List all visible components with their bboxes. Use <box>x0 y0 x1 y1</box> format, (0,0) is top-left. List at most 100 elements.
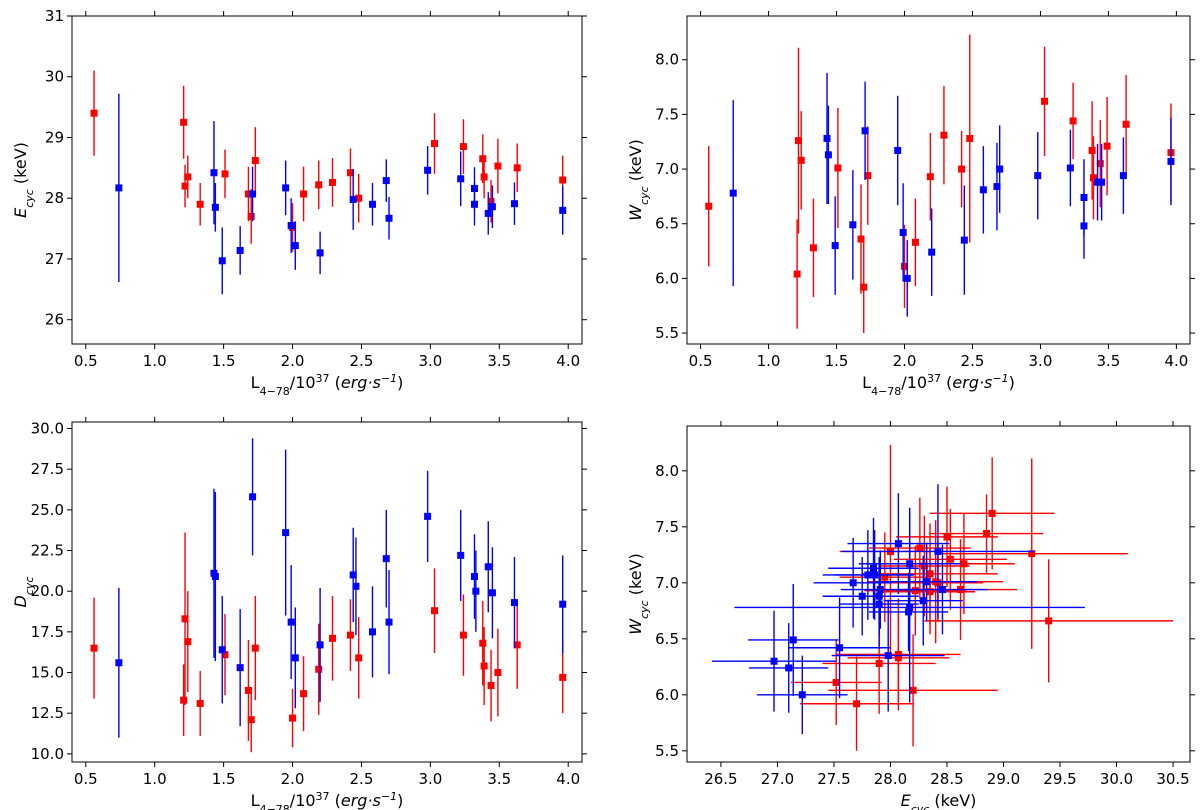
x-tick-label: 3.0 <box>418 770 442 788</box>
data-point <box>479 639 487 647</box>
y-tick-label: 30 <box>45 68 64 86</box>
y-tick-label: 7.0 <box>655 574 679 592</box>
y-tick-label: 8.0 <box>655 51 679 69</box>
data-point <box>510 599 518 607</box>
data-point <box>834 164 842 172</box>
x-tick-label: 27.5 <box>817 770 850 788</box>
data-point <box>870 564 878 572</box>
data-point <box>382 555 390 563</box>
y-tick-label: 6.5 <box>655 630 679 648</box>
data-point <box>966 134 974 142</box>
x-tick-label: 1.5 <box>825 352 849 370</box>
y-tick-label: 7.0 <box>655 160 679 178</box>
data-point <box>247 716 255 724</box>
data-point <box>926 588 934 596</box>
x-tick-label: 3.5 <box>487 770 511 788</box>
x-tick-label: 30.5 <box>1156 770 1189 788</box>
data-point <box>1089 174 1097 182</box>
data-point <box>251 644 259 652</box>
data-point <box>876 586 884 594</box>
data-point <box>329 634 337 642</box>
data-point <box>249 190 257 198</box>
series-blue <box>729 72 1175 317</box>
y-tick-label: 5.5 <box>655 742 679 760</box>
x-tick-label: 1.0 <box>143 770 167 788</box>
data-point <box>282 529 290 537</box>
x-tick-label: 0.5 <box>689 352 713 370</box>
data-point <box>289 714 297 722</box>
data-point <box>282 184 290 192</box>
x-tick-label: 3.0 <box>1029 352 1053 370</box>
y-tick-label: 5.5 <box>655 324 679 342</box>
x-tick-label: 29.5 <box>1043 770 1076 788</box>
data-point <box>559 206 567 214</box>
data-point <box>457 175 465 183</box>
data-point <box>809 244 817 252</box>
data-point <box>894 540 902 548</box>
y-tick-label: 22.5 <box>31 542 64 560</box>
data-point <box>251 157 259 165</box>
y-tick-label: 28 <box>45 189 64 207</box>
data-point <box>487 682 495 690</box>
data-point <box>90 644 98 652</box>
panel-1: 0.5 1.0 1.5 2.0 2.5 3.0 3.5 4.0 26 27 28 29 30 31 L4−7… <box>11 7 587 398</box>
data-point <box>881 573 889 581</box>
data-point <box>431 607 439 615</box>
data-point <box>349 195 357 203</box>
x-tick-label: 30.0 <box>1100 770 1133 788</box>
x-tick-label: 2.5 <box>350 352 374 370</box>
data-point <box>853 700 861 708</box>
data-point <box>894 146 902 154</box>
data-point <box>988 509 996 517</box>
data-point <box>291 654 299 662</box>
data-point <box>1028 550 1036 558</box>
data-point <box>946 555 954 563</box>
x-axis-label: L4−78/1037 (erg·s−1) <box>251 790 404 810</box>
data-point <box>960 236 968 244</box>
y-tick-label: 15.0 <box>31 664 64 682</box>
data-point <box>559 673 567 681</box>
data-point <box>291 242 299 250</box>
x-tick-label: 2.0 <box>281 770 305 788</box>
series-blue <box>115 438 567 738</box>
panel-3: 0.5 1.0 1.5 2.0 2.5 3.0 3.5 4.0 10.0 12.5 15.0 17.5… <box>11 417 587 810</box>
data-point <box>218 646 226 654</box>
data-point <box>1041 97 1049 105</box>
data-point <box>928 248 936 256</box>
data-point <box>785 664 793 672</box>
data-point <box>513 641 521 649</box>
y-tick-label: 17.5 <box>31 623 64 641</box>
data-point <box>1103 142 1111 150</box>
data-point <box>488 589 496 597</box>
x-tick-label: 28.5 <box>930 770 963 788</box>
data-point <box>236 246 244 254</box>
data-point <box>860 283 868 291</box>
data-point <box>221 170 229 178</box>
data-point <box>559 176 567 184</box>
data-point <box>472 587 480 595</box>
y-tick-label: 6.0 <box>655 686 679 704</box>
data-point <box>470 573 478 581</box>
data-point <box>894 654 902 662</box>
y-axis-label: Dcyc <box>11 577 36 608</box>
data-point <box>823 134 831 142</box>
data-point <box>484 209 492 217</box>
data-point <box>1066 164 1074 172</box>
data-point <box>1096 160 1104 168</box>
data-point <box>424 512 432 520</box>
data-point <box>1119 172 1127 180</box>
data-point <box>181 615 189 623</box>
data-point <box>244 686 252 694</box>
data-point <box>184 638 192 646</box>
data-point <box>864 571 872 579</box>
x-tick-label: 0.5 <box>74 352 98 370</box>
data-point <box>479 155 487 163</box>
data-point <box>385 618 393 626</box>
x-tick-label: 26.5 <box>704 770 737 788</box>
y-tick-label: 12.5 <box>31 704 64 722</box>
data-point <box>903 274 911 282</box>
data-point <box>996 165 1004 173</box>
data-point <box>459 631 467 639</box>
data-point <box>316 249 324 257</box>
